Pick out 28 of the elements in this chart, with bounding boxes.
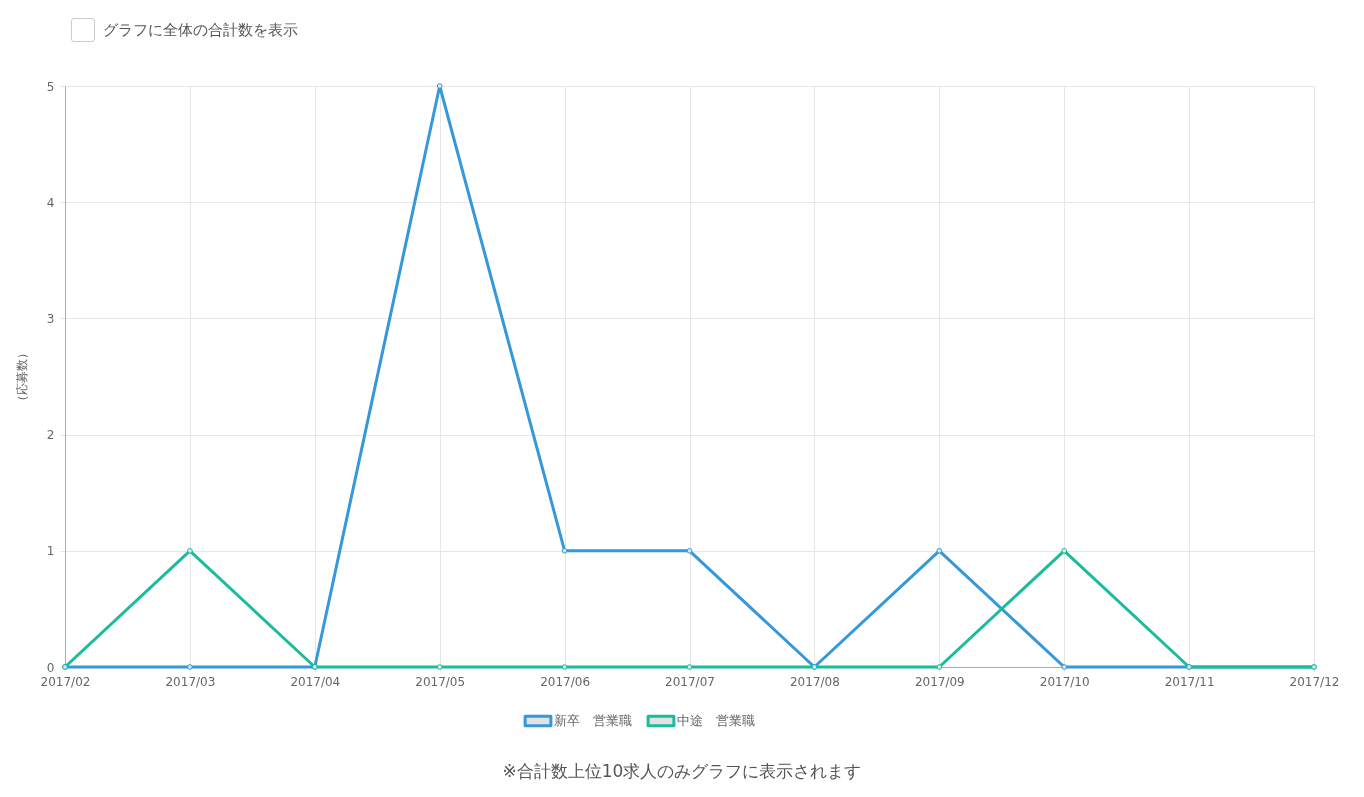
x-tick-label: 2017/12: [1289, 674, 1340, 689]
point: [561, 547, 568, 554]
point: [936, 547, 943, 554]
x-tick-label: 2017/11: [1164, 674, 1215, 689]
x-tick-label: 2017/09: [914, 674, 965, 689]
point: [187, 547, 193, 554]
x-tick-label: 2017/04: [290, 674, 341, 689]
point: [436, 83, 443, 89]
legend-label: 中途 営業職: [677, 713, 755, 728]
x-tick-label: 2017/05: [415, 674, 466, 689]
y-axis-title: （応募数）: [14, 347, 29, 407]
y-tick-label: 2: [46, 428, 55, 443]
y-tick-label: 0: [46, 660, 55, 675]
point: [1061, 547, 1068, 554]
legend-label: 新卒 営業職: [554, 713, 632, 728]
x-tick-label: 2017/10: [1039, 674, 1090, 689]
point: [686, 547, 693, 554]
y-tick-label: 5: [46, 79, 55, 94]
y-tick-label: 4: [46, 195, 55, 210]
x-tick-label: 2017/02: [40, 674, 91, 689]
x-tick-label: 2017/06: [540, 674, 591, 689]
y-tick-label: 3: [46, 311, 55, 326]
x-tick-label: 2017/07: [665, 674, 715, 689]
text: ※合計数上位10求人のみグラフに表示されます: [501, 760, 863, 783]
x-tick-label: 2017/03: [165, 674, 216, 689]
text: グラフに全体の合計数を表示: [103, 20, 298, 40]
y-tick-label: 1: [46, 544, 55, 559]
x-tick-label: 2017/08: [789, 674, 840, 689]
